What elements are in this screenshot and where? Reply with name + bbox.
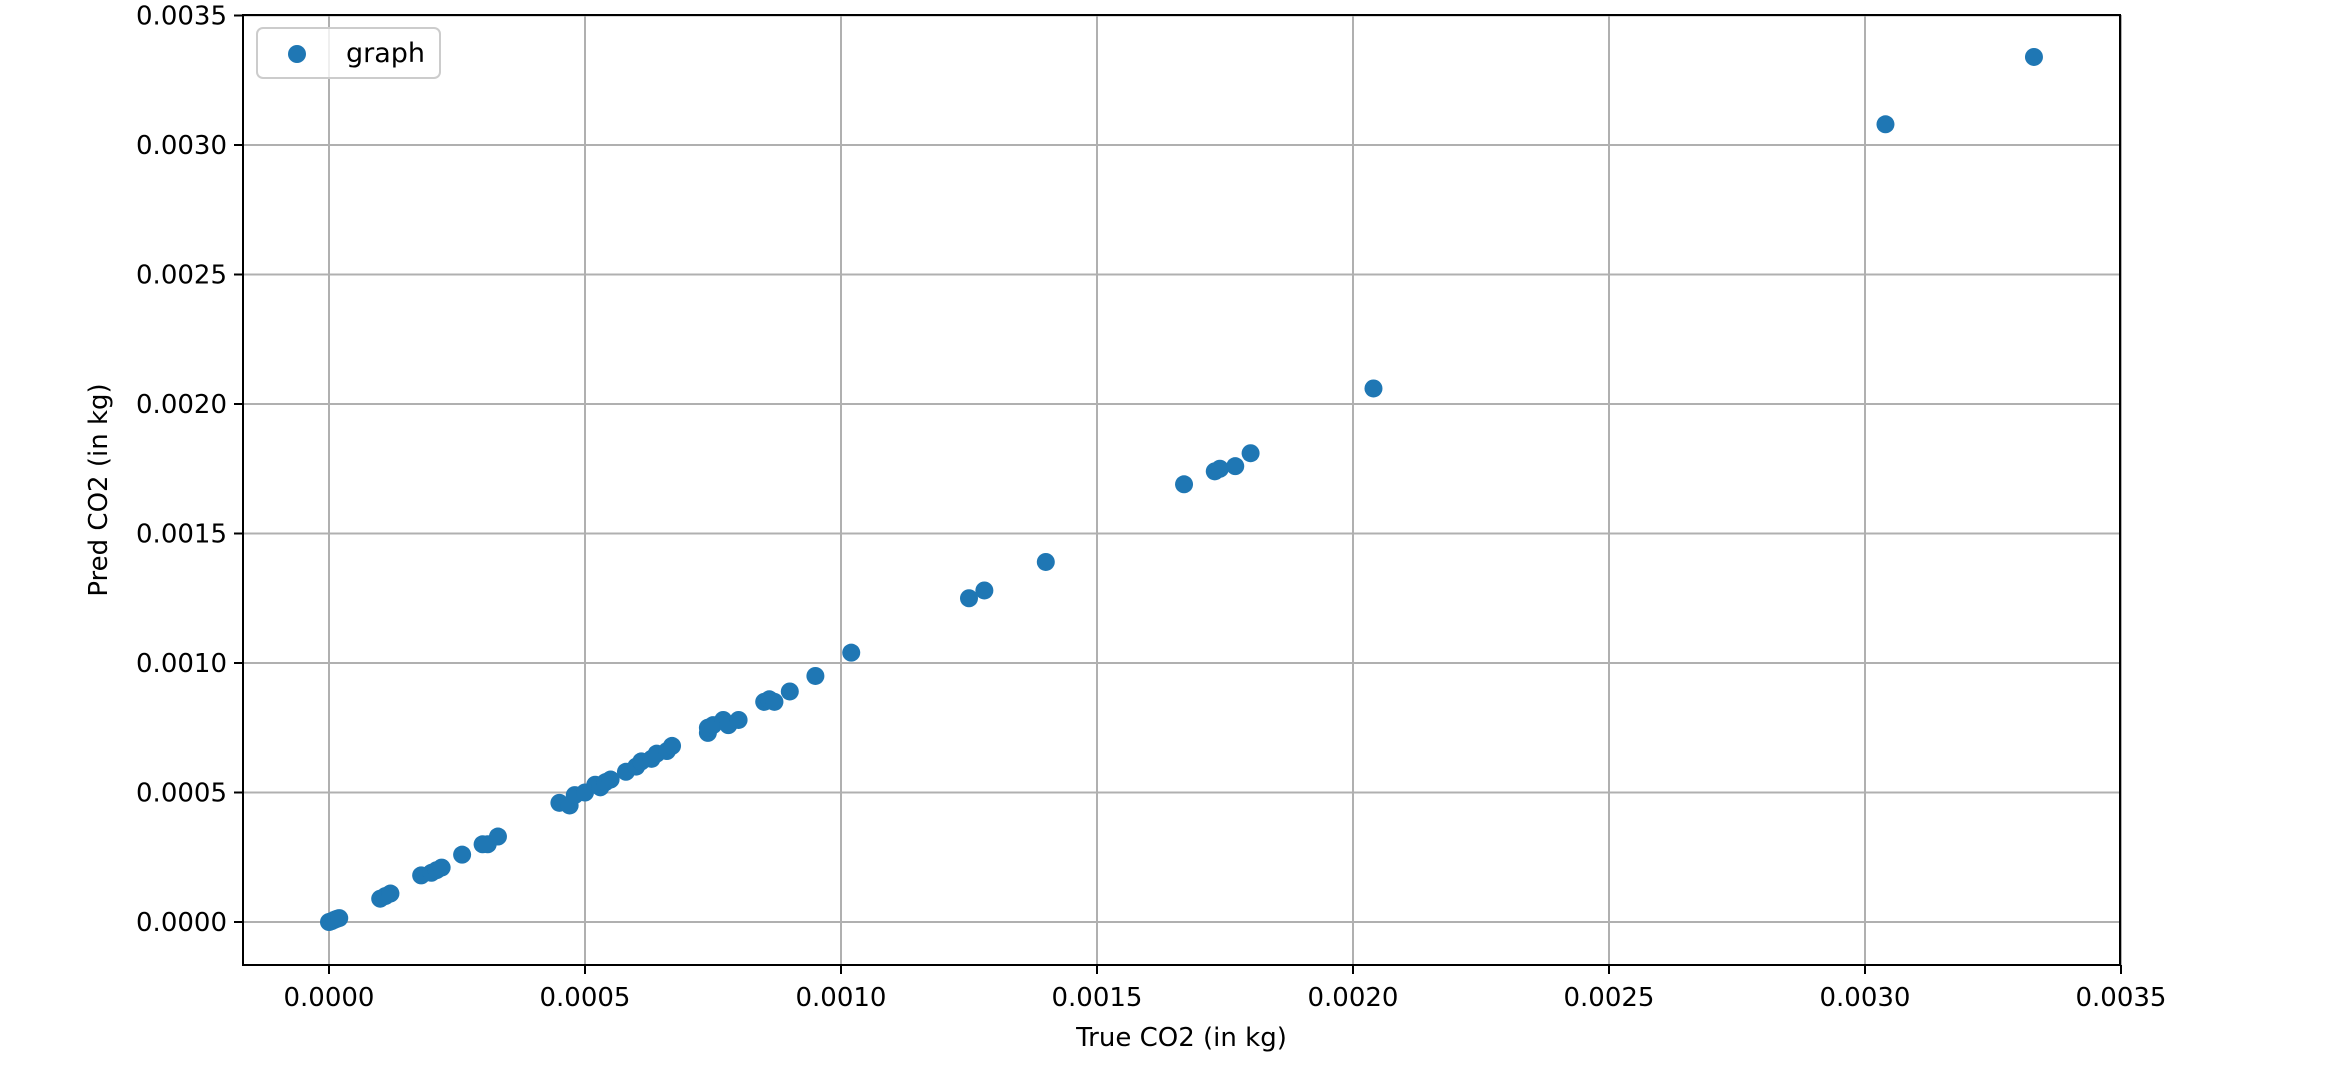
data-point <box>601 770 620 789</box>
data-point <box>1241 444 1260 463</box>
x-axis-title: True CO2 (in kg) <box>1075 1023 1287 1053</box>
data-point <box>488 827 507 846</box>
y-tick-label: 0.0020 <box>136 390 227 420</box>
data-point <box>960 589 978 608</box>
y-tick-label: 0.0005 <box>136 779 227 809</box>
x-tick-label: 0.0015 <box>1052 983 1143 1013</box>
x-tick-label: 0.0000 <box>284 983 375 1013</box>
data-point <box>381 884 400 903</box>
x-tick-label: 0.0010 <box>796 983 887 1013</box>
legend: graph <box>256 27 441 79</box>
y-axis-ticks: 0.0000 0.0005 0.0010 0.0015 0.0020 0.0025 0.00… <box>136 2 243 938</box>
data-point <box>780 682 799 701</box>
legend-box <box>256 27 441 79</box>
data-points <box>320 47 2043 931</box>
data-point <box>765 692 784 711</box>
x-tick-label: 0.0020 <box>1308 983 1399 1013</box>
y-tick-label: 0.0010 <box>136 649 227 679</box>
data-point <box>2024 47 2043 66</box>
data-point <box>453 845 472 864</box>
axes-frame <box>242 14 2121 966</box>
data-point <box>330 909 349 928</box>
data-point <box>729 710 748 729</box>
x-axis-ticks: 0.0000 0.0005 0.0010 0.0015 0.0020 0.0025 0.00… <box>284 965 2167 1013</box>
data-point <box>1210 459 1229 478</box>
x-tick-label: 0.0005 <box>540 983 631 1013</box>
x-tick-label: 0.0030 <box>1820 983 1911 1013</box>
data-point <box>1175 475 1194 494</box>
y-axis-title: Pred CO2 (in kg) <box>84 383 114 596</box>
data-point <box>806 666 825 685</box>
data-point <box>1036 552 1055 571</box>
data-point <box>975 581 994 600</box>
x-tick-label: 0.0025 <box>1564 983 1655 1013</box>
data-point <box>1364 379 1383 398</box>
y-tick-label: 0.0015 <box>136 520 227 550</box>
data-point <box>1876 115 1895 134</box>
data-point <box>1226 457 1245 476</box>
grid-lines <box>243 14 2122 965</box>
y-tick-label: 0.0030 <box>136 131 227 161</box>
y-tick-label: 0.0000 <box>136 908 227 938</box>
y-tick-label: 0.0035 <box>136 2 227 32</box>
data-point <box>663 736 682 755</box>
legend-label: graph <box>346 38 425 69</box>
legend-marker <box>288 45 306 63</box>
data-point <box>842 643 861 662</box>
y-tick-label: 0.0025 <box>136 261 227 291</box>
data-point <box>432 858 451 877</box>
x-tick-label: 0.0035 <box>2076 983 2167 1013</box>
